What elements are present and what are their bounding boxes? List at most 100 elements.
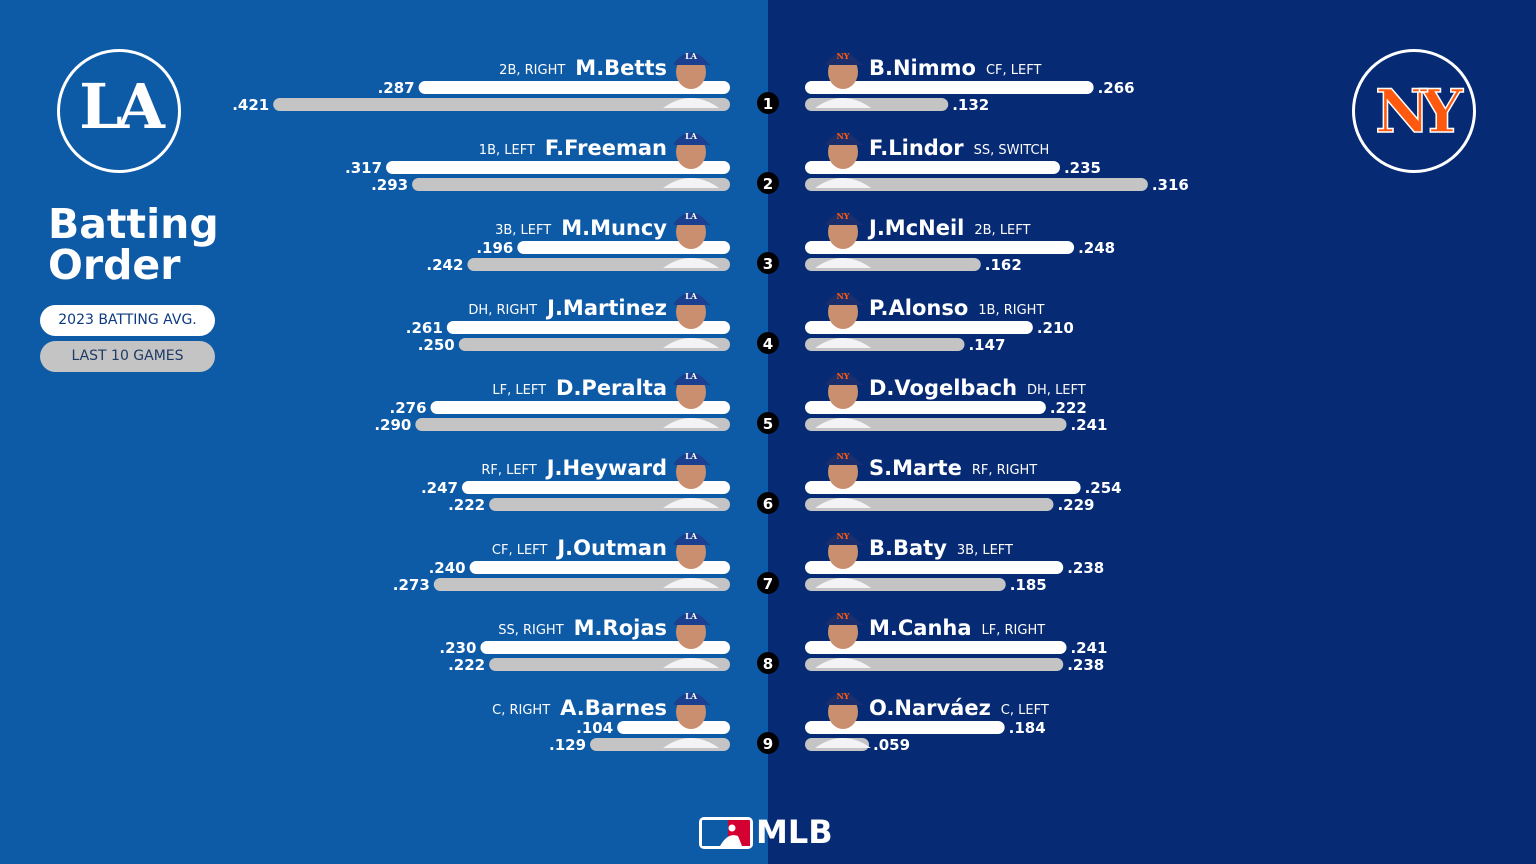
right-recent-label-4: .147 [968,336,1005,354]
right-player-photo-9: NY [815,691,871,748]
left-recent-bar-1 [273,98,730,111]
right-player-pos-2: SS, SWITCH [974,143,1050,158]
svg-text:LA: LA [685,451,698,461]
right-season-bar-9 [805,721,1005,734]
order-number-circle-8 [757,652,779,674]
right-player-photo-8: NY [815,611,871,668]
right-season-label-8: .241 [1070,639,1107,657]
left-season-label-5: .276 [390,399,427,417]
svg-text:LA: LA [79,70,166,143]
svg-text:NY: NY [836,51,849,61]
order-number-circle-9 [757,732,779,754]
left-season-label-9: .104 [576,719,613,737]
order-number-7: 7 [763,575,773,593]
svg-text:LA: LA [685,371,698,381]
page-title: Batting Order [48,204,219,286]
svg-text:NY: NY [836,451,849,461]
right-player-pos-7: 3B, LEFT [957,543,1013,558]
right-season-bar-7 [805,561,1064,574]
right-season-label-5: .222 [1050,399,1087,417]
svg-text:NY: NY [836,131,849,141]
left-season-bar-7 [469,561,730,574]
svg-text:NY: NY [836,371,849,381]
right-season-bar-6 [805,481,1081,494]
title-line-2: Order [48,241,181,289]
left-season-label-1: .287 [378,79,415,97]
left-season-label-4: .261 [406,319,443,337]
left-player-pos-9: C, RIGHT [492,703,550,718]
left-player-photo-8: LA [663,611,719,668]
left-season-bar-3 [517,241,730,254]
right-season-bar-4 [805,321,1033,334]
left-player-pos-4: DH, RIGHT [468,303,537,318]
right-recent-label-3: .162 [985,256,1022,274]
left-player-photo-7: LA [663,531,719,588]
svg-text:LA: LA [685,531,698,541]
left-player-pos-2: 1B, LEFT [479,143,535,158]
left-player-name-4: J.Martinez [545,296,667,320]
left-player-name-1: M.Betts [575,56,667,80]
order-number-4: 4 [763,335,773,353]
left-player-name-5: D.Peralta [556,376,667,400]
left-player-photo-1: LA [663,51,719,108]
right-season-bar-3 [805,241,1075,254]
right-player-photo-3: NY [815,211,871,268]
right-player-photo-5: NY [815,371,871,428]
right-player-pos-6: RF, RIGHT [972,463,1037,478]
right-season-bar-1 [805,81,1094,94]
right-player-photo-1: NY [815,51,871,108]
left-season-bar-8 [480,641,730,654]
right-player-name-7: B.Baty [869,536,947,560]
left-season-label-7: .240 [429,559,466,577]
svg-text:LA: LA [685,131,698,141]
order-number-circle-5 [757,412,779,434]
order-number-circle-4 [757,332,779,354]
dodgers-la-logo-icon: LA [57,49,181,173]
right-player-pos-3: 2B, LEFT [974,223,1030,238]
right-season-label-9: .184 [1009,719,1046,737]
right-player-name-1: B.Nimmo [869,56,976,80]
right-player-photo-2: NY [815,131,871,188]
right-player-name-4: P.Alonso [869,296,968,320]
svg-text:NY: NY [836,211,849,221]
right-player-name-8: M.Canha [869,616,972,640]
left-season-label-2: .317 [345,159,382,177]
left-player-photo-2: LA [663,131,719,188]
right-season-label-7: .238 [1067,559,1104,577]
left-recent-label-3: .242 [426,256,463,274]
svg-text:LA: LA [685,691,698,701]
left-recent-label-6: .222 [448,496,485,514]
right-player-name-5: D.Vogelbach [869,376,1017,400]
left-player-pos-1: 2B, RIGHT [499,63,565,78]
right-player-photo-7: NY [815,531,871,588]
order-number-1: 1 [763,95,773,113]
left-player-name-2: F.Freeman [545,136,667,160]
left-recent-bar-5 [415,418,730,431]
left-recent-label-5: .290 [374,416,411,434]
left-player-photo-3: LA [663,211,719,268]
left-player-pos-8: SS, RIGHT [498,623,563,638]
right-player-name-9: O.Narváez [869,696,991,720]
right-player-name-3: J.McNeil [867,216,964,240]
mets-ny-logo-icon: NY [1352,49,1476,173]
left-player-photo-9: LA [663,691,719,748]
right-season-label-1: .266 [1098,79,1135,97]
svg-text:NY: NY [836,691,849,701]
left-recent-bar-2 [412,178,730,191]
right-recent-label-7: .185 [1010,576,1047,594]
right-player-photo-6: NY [815,451,871,508]
right-player-name-6: S.Marte [869,456,962,480]
legend-season-avg: 2023 BATTING AVG. [40,305,215,336]
left-season-bar-9 [617,721,730,734]
left-player-name-8: M.Rojas [574,616,667,640]
right-season-label-4: .210 [1037,319,1074,337]
right-recent-label-1: .132 [952,96,989,114]
left-player-photo-6: LA [663,451,719,508]
left-player-pos-6: RF, LEFT [481,463,536,478]
order-number-circle-6 [757,492,779,514]
right-season-bar-8 [805,641,1067,654]
left-player-pos-3: 3B, LEFT [495,223,551,238]
order-number-6: 6 [763,495,773,513]
right-season-bar-2 [805,161,1060,174]
